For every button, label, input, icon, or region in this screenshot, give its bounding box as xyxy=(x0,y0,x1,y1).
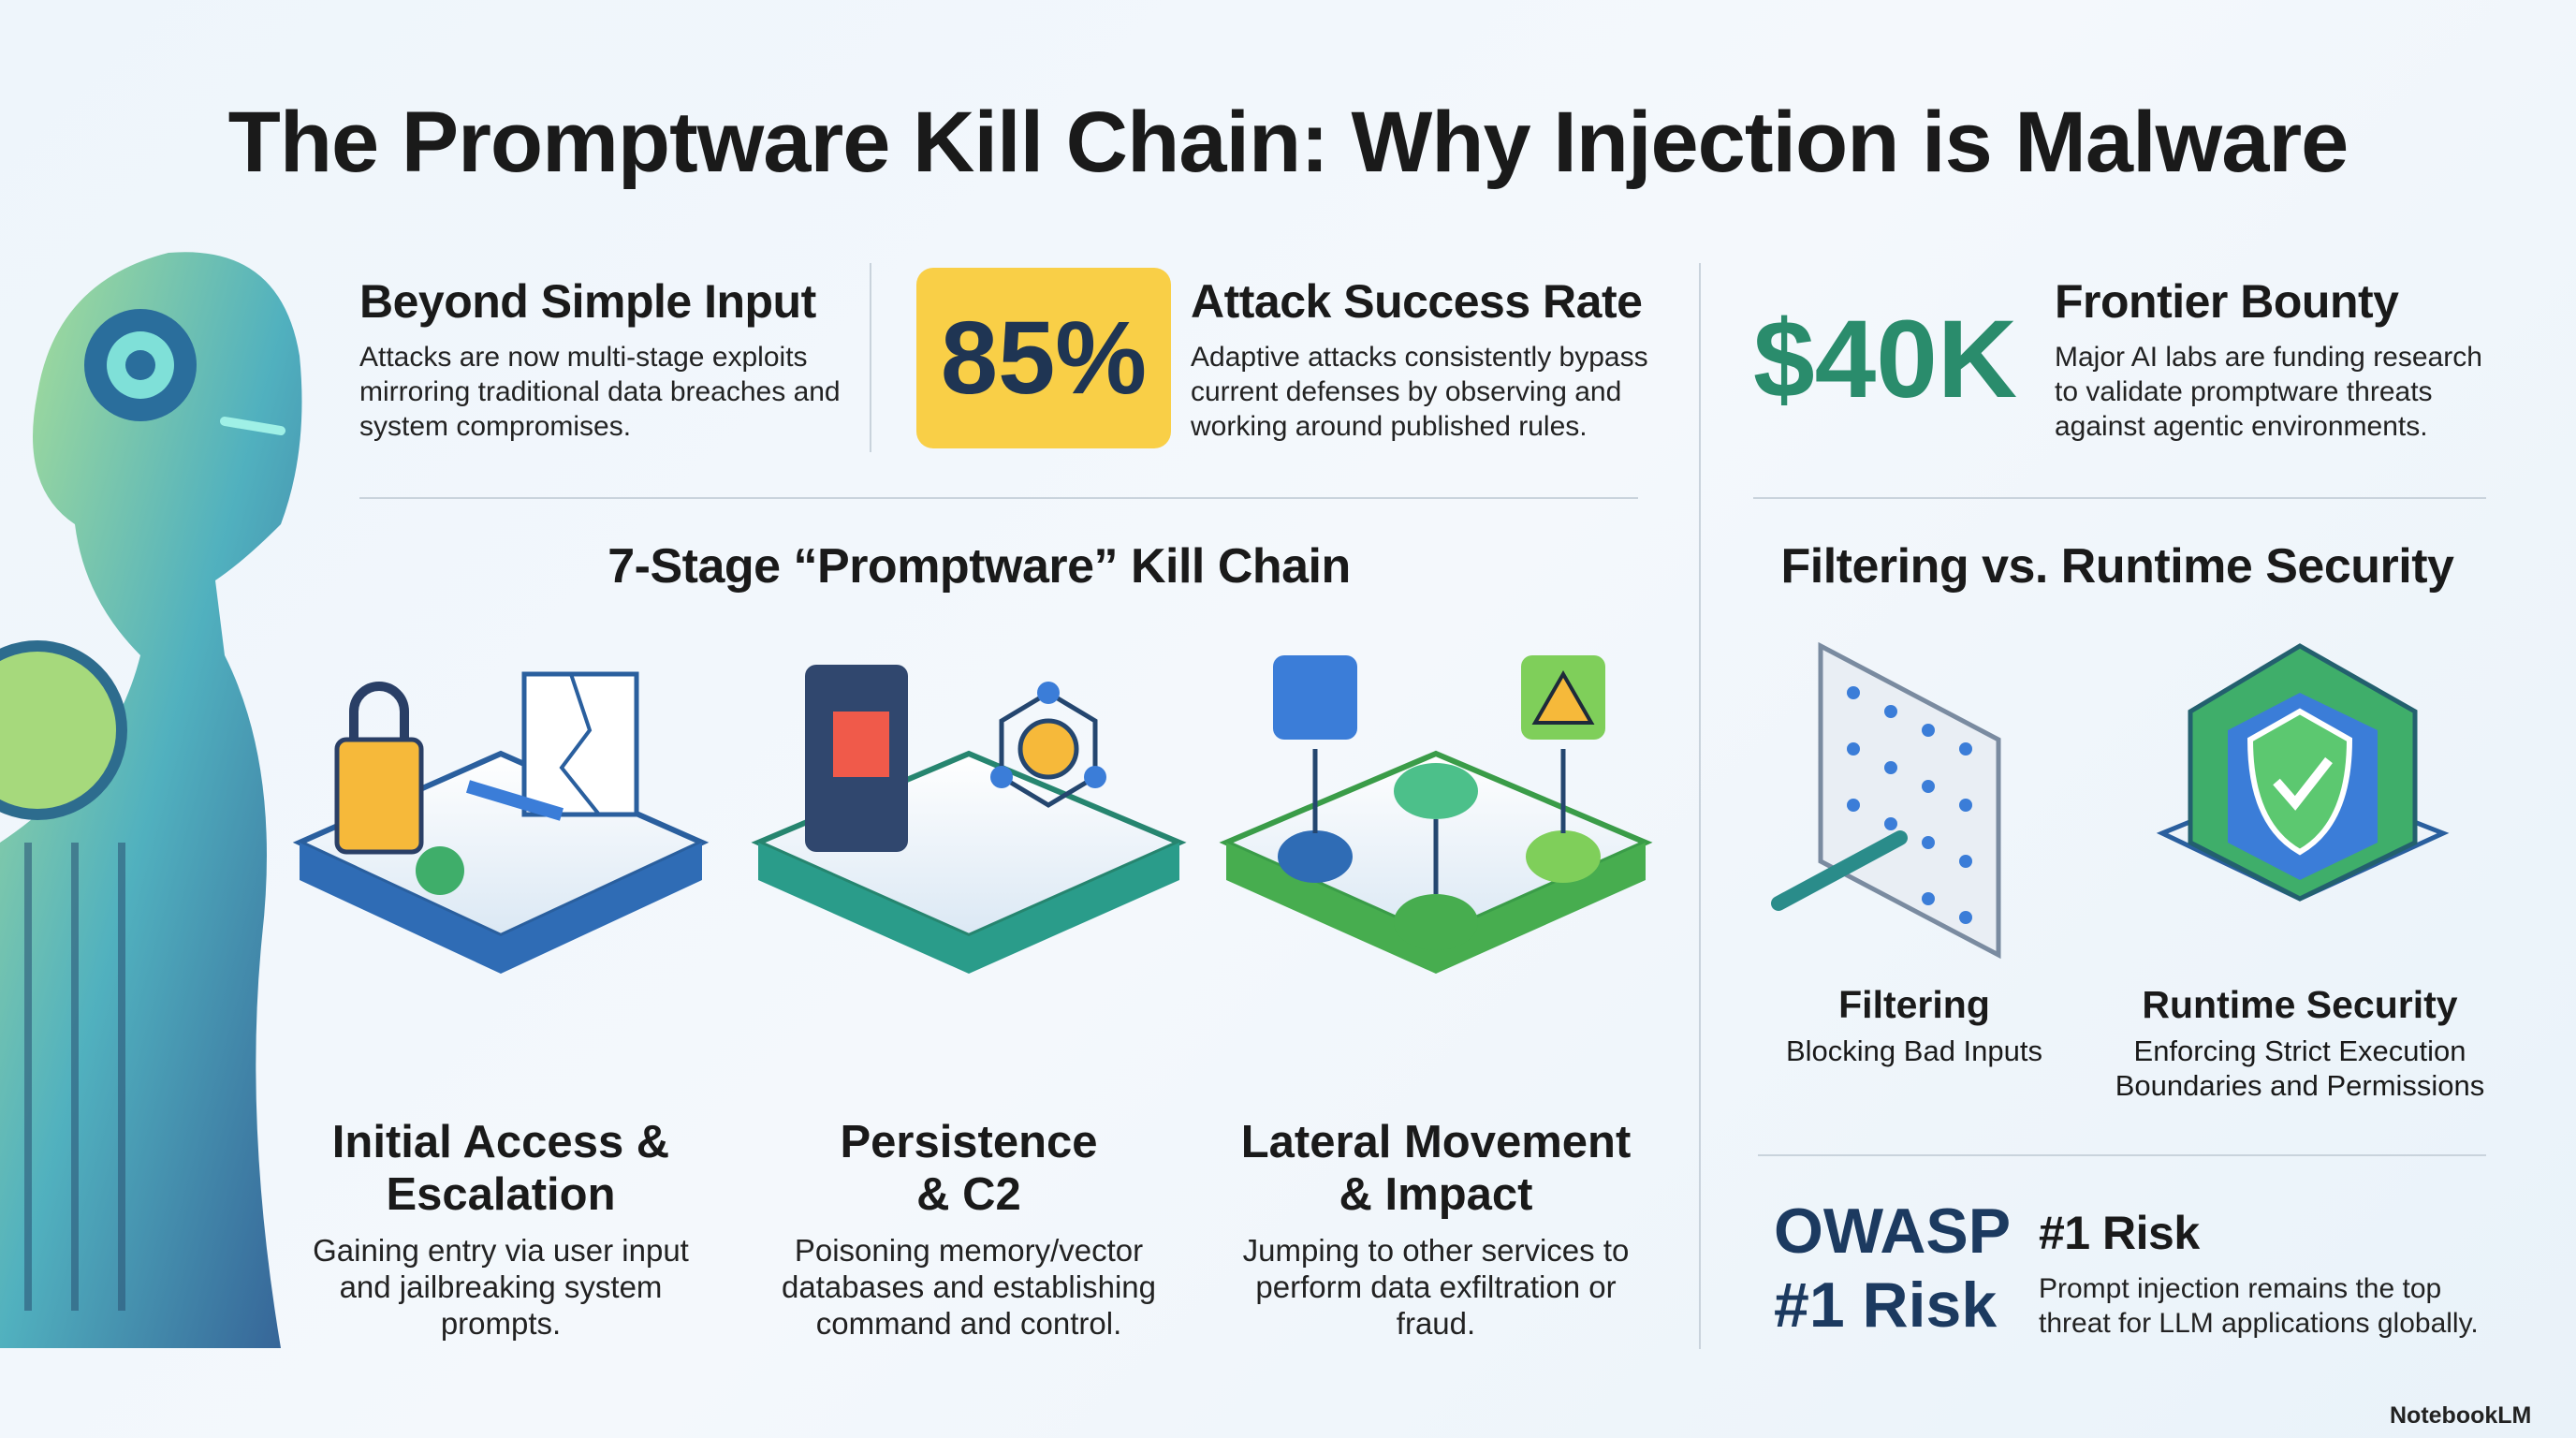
filter-illustration xyxy=(1771,641,2001,960)
robot xyxy=(0,252,302,1349)
stage-illustration xyxy=(1219,655,1653,974)
risk-text: Prompt injection remains the top threat … xyxy=(2039,1273,2479,1339)
comparison-title: Runtime Security xyxy=(2142,983,2458,1026)
highlight-heading: Beyond Simple Input xyxy=(359,275,816,328)
comparison-text: Blocking Bad Inputs xyxy=(1785,1034,2042,1067)
runtime-illustration xyxy=(2156,643,2450,902)
stage-text: Gaining entry via user input and jailbre… xyxy=(313,1233,689,1341)
stage-title: Persistence & C2 xyxy=(840,1117,1098,1220)
divider xyxy=(1753,497,2486,499)
stage-title: Initial Access & Escalation xyxy=(331,1117,670,1220)
risk-heading: #1 Risk xyxy=(2039,1207,2200,1259)
divider xyxy=(1758,1154,2486,1156)
highlight-stat: $40K xyxy=(1753,298,2018,421)
section-heading: 7-Stage “Promptware” Kill Chain xyxy=(607,539,1351,594)
page-title: The Promptware Kill Chain: Why Injection… xyxy=(227,95,2349,190)
highlight-text: Adaptive attacks consistently bypass cur… xyxy=(1191,342,1648,442)
stage-text: Jumping to other services to perform dat… xyxy=(1242,1233,1630,1341)
stage-title: Lateral Movement & Impact xyxy=(1240,1117,1632,1220)
comparison-title: Filtering xyxy=(1838,983,1990,1026)
risk-stat: OWASP #1 Risk xyxy=(1774,1196,2010,1341)
highlight-heading: Frontier Bounty xyxy=(2055,275,2399,328)
highlight-text: Major AI labs are funding research to va… xyxy=(2055,342,2482,442)
stage-illustration xyxy=(751,665,1187,974)
stage-text: Poisoning memory/vector databases and es… xyxy=(782,1233,1156,1341)
divider xyxy=(1699,263,1701,1349)
highlight-heading: Attack Success Rate xyxy=(1191,275,1643,328)
section-heading: Filtering vs. Runtime Security xyxy=(1780,539,2454,594)
stage-illustration xyxy=(292,671,710,974)
brand: NotebookLM xyxy=(2390,1402,2532,1429)
divider xyxy=(359,497,1638,499)
comparison-text: Enforcing Strict Execution Boundaries an… xyxy=(2115,1034,2485,1102)
highlight-stat: 85% xyxy=(916,268,1171,448)
divider xyxy=(870,263,871,452)
highlight-text: Attacks are now multi-stage exploits mir… xyxy=(359,342,841,442)
